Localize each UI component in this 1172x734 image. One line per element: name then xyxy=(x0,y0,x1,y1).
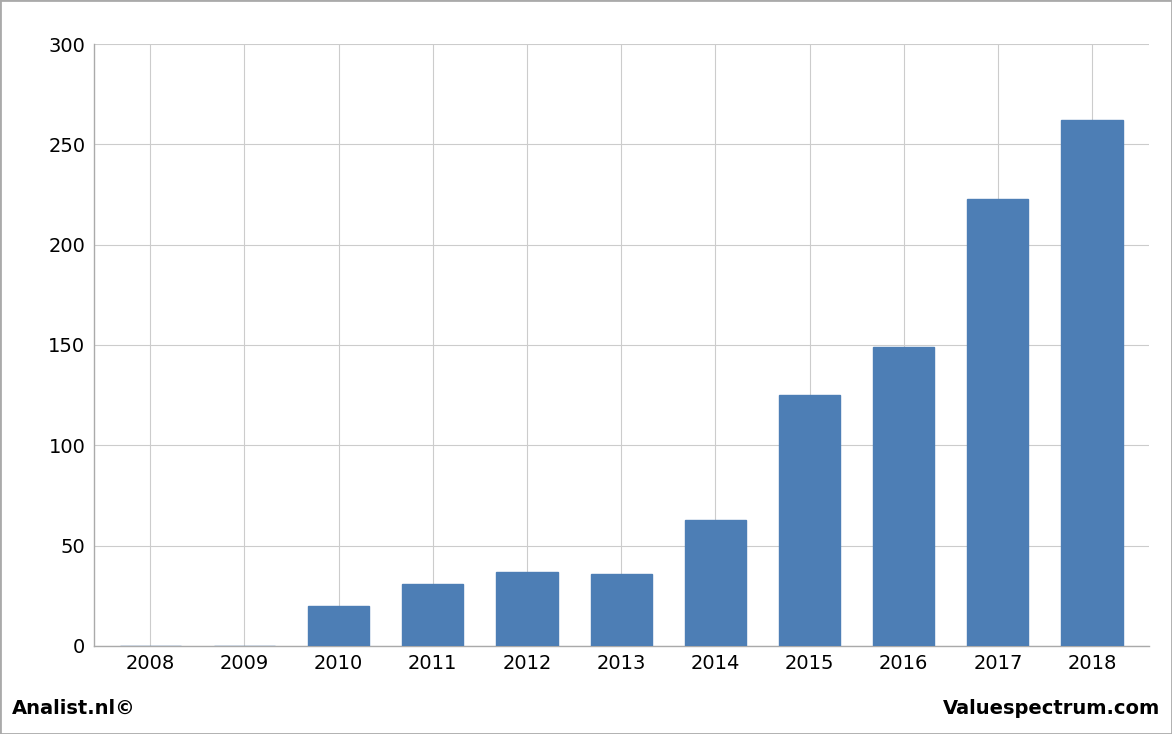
Text: Analist.nl©: Analist.nl© xyxy=(12,699,136,718)
Bar xyxy=(873,347,934,646)
Bar xyxy=(684,520,745,646)
Bar xyxy=(497,572,558,646)
Bar xyxy=(308,606,369,646)
Bar xyxy=(779,395,840,646)
Bar xyxy=(591,574,652,646)
Bar xyxy=(1062,120,1123,646)
Bar xyxy=(402,584,463,646)
Text: Valuespectrum.com: Valuespectrum.com xyxy=(943,699,1160,718)
Bar xyxy=(967,198,1029,646)
